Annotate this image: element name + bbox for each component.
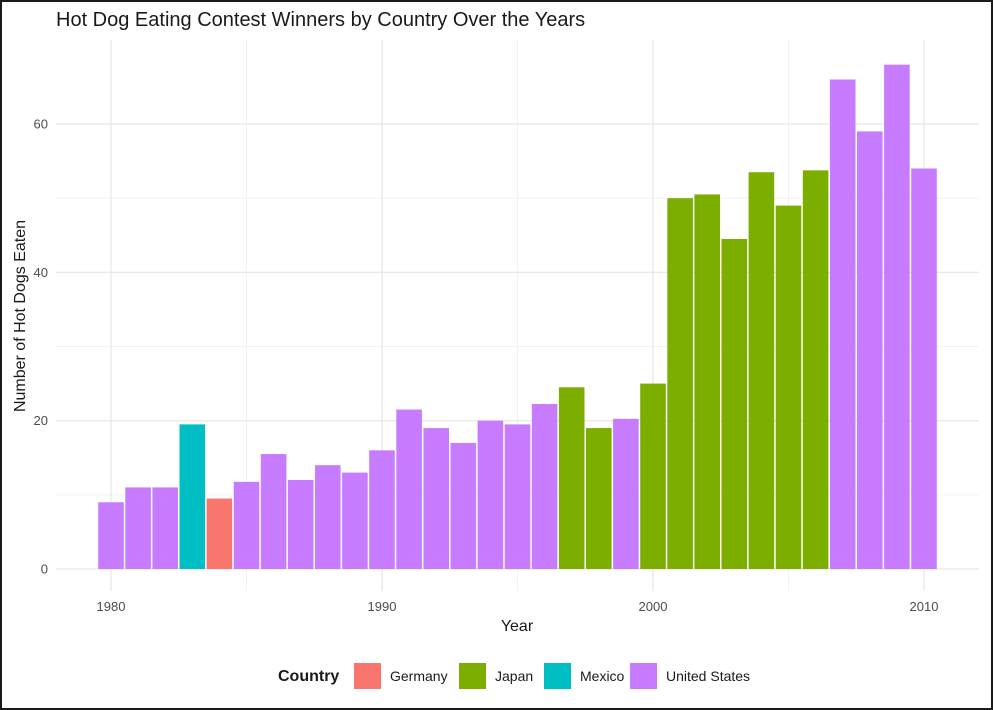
bar-1988 xyxy=(315,465,341,569)
legend-label: United States xyxy=(666,668,750,684)
legend-title: Country xyxy=(278,668,339,685)
bar-1997 xyxy=(558,387,585,569)
bar-2007 xyxy=(829,79,856,569)
bar-2001 xyxy=(667,198,693,569)
legend-label: Mexico xyxy=(580,668,625,684)
legend-swatch-mexico xyxy=(544,663,571,689)
y-tick-label: 0 xyxy=(41,562,48,577)
legend: Country Germany Japan Mexico United States xyxy=(278,663,750,689)
bar-2006 xyxy=(802,170,829,569)
bar-2008 xyxy=(857,131,883,569)
bar-2005 xyxy=(775,205,802,570)
y-tick-label: 20 xyxy=(34,413,48,428)
legend-label: Germany xyxy=(390,668,448,684)
bar-1992 xyxy=(423,428,449,569)
legend-swatch-germany xyxy=(354,663,381,689)
x-axis-title: Year xyxy=(501,618,534,635)
legend-swatch-united-states xyxy=(630,663,657,689)
axis-ticks: 0 20 40 60 1980 1990 2000 2010 xyxy=(34,117,939,615)
bar-2003 xyxy=(721,238,748,570)
bar-1984 xyxy=(206,498,233,569)
chart-title: Hot Dog Eating Contest Winners by Countr… xyxy=(56,9,585,31)
bar-1983 xyxy=(179,424,206,569)
bar-2004 xyxy=(748,172,775,570)
x-tick-label: 2000 xyxy=(639,599,668,614)
bar-1986 xyxy=(260,454,287,569)
y-tick-label: 40 xyxy=(34,265,48,280)
bar-1994 xyxy=(477,420,504,569)
bar-1982 xyxy=(152,487,178,569)
bar-2000 xyxy=(640,383,666,569)
x-tick-label: 2010 xyxy=(910,599,939,614)
bar-1995 xyxy=(504,424,531,569)
legend-swatch-japan xyxy=(459,663,486,689)
legend-label: Japan xyxy=(495,668,533,684)
bar-1985 xyxy=(233,481,260,569)
y-tick-label: 60 xyxy=(34,117,48,132)
y-axis-title: Number of Hot Dogs Eaten xyxy=(12,220,29,412)
bar-1991 xyxy=(396,409,422,569)
bar-1996 xyxy=(531,403,558,569)
bar-1999 xyxy=(613,418,639,569)
bar-2009 xyxy=(884,64,910,569)
bar-1990 xyxy=(369,450,395,569)
bar-1989 xyxy=(342,472,368,569)
bar-1987 xyxy=(287,480,314,569)
bar-2010 xyxy=(911,168,937,569)
bars xyxy=(98,64,937,570)
bar-1993 xyxy=(450,442,477,569)
bar-1981 xyxy=(125,487,151,569)
bar-1980 xyxy=(98,502,124,569)
x-tick-label: 1980 xyxy=(97,599,126,614)
bar-1998 xyxy=(586,428,612,569)
x-tick-label: 1990 xyxy=(368,599,397,614)
bar-2002 xyxy=(694,194,720,570)
